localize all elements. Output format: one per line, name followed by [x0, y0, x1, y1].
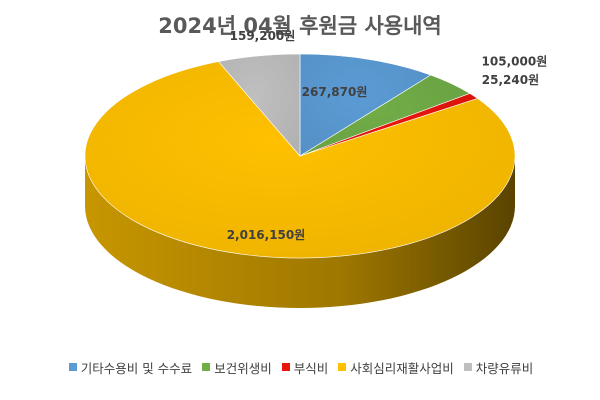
legend-label-1: 보건위생비 [214, 360, 272, 376]
legend: 기타수용비 및 수수료 보건위생비 부식비 사회심리재활사업비 차량유류비 [6, 356, 596, 378]
pie-slice-3 [84, 61, 516, 259]
data-label-2: 25,240원 [482, 73, 539, 87]
data-label-4: 159,200원 [230, 29, 296, 43]
data-labels: 267,870원 105,000원 25,240원 2,016,150원 159,200… [227, 29, 548, 242]
legend-item-1: 보건위생비 [202, 358, 272, 377]
legend-swatch-1 [202, 363, 211, 371]
legend-item-3: 사회심리재활사업비 [338, 358, 454, 377]
legend-item-0: 기타수용비 및 수수료 [68, 358, 193, 377]
chart-title: 2024년 04월 후원금 사용내역 [158, 14, 442, 38]
pie-slice-4 [217, 53, 301, 157]
pie-slice-0 [299, 53, 432, 157]
legend-swatch-3 [338, 363, 347, 371]
pie-side-3 [85, 156, 515, 308]
pie-slices [84, 53, 516, 259]
legend-item-2: 부식비 [281, 358, 329, 377]
legend-label-0: 기타수용비 및 수수료 [80, 360, 193, 376]
pie-side-walls [85, 156, 515, 308]
legend-swatch-2 [281, 363, 290, 371]
legend-label-2: 부식비 [293, 360, 329, 376]
data-label-1: 105,000원 [482, 55, 548, 69]
data-label-3: 2,016,150원 [227, 228, 306, 242]
legend-label-4: 차량유류비 [475, 360, 534, 376]
data-label-0: 267,870원 [302, 85, 368, 99]
legend-item-4: 차량유류비 [463, 358, 534, 377]
legend-swatch-4 [463, 363, 472, 371]
legend-label-3: 사회심리재활사업비 [350, 360, 454, 376]
legend-swatch-0 [68, 363, 77, 371]
